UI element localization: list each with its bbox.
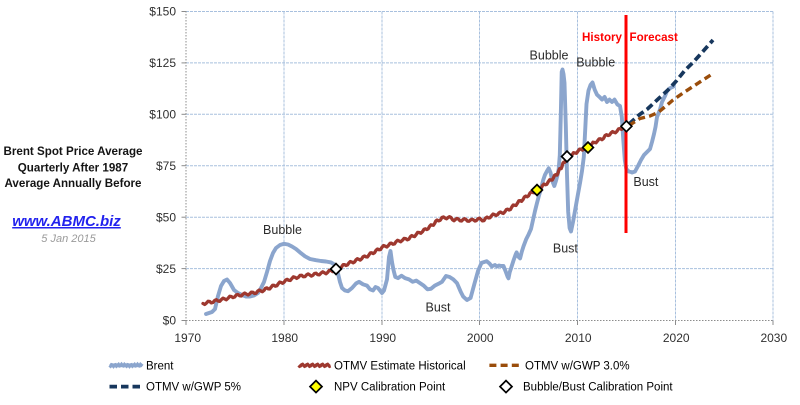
svg-text:OTMV Estimate Historical: OTMV Estimate Historical [334,360,466,372]
svg-text:2010: 2010 [565,331,592,345]
svg-text:Bust: Bust [553,242,579,256]
svg-text:OTMV w/GWP 5%: OTMV w/GWP 5% [146,382,241,394]
svg-text:$75: $75 [156,159,176,173]
svg-text:Brent: Brent [146,360,174,372]
svg-text:1970: 1970 [174,331,201,345]
svg-text:2000: 2000 [467,331,494,345]
svg-text:2030: 2030 [760,331,787,345]
svg-text:Quarterly After 1987: Quarterly After 1987 [18,162,128,175]
svg-text:Bust: Bust [633,175,659,189]
svg-text:OTMV w/GWP 3.0%: OTMV w/GWP 3.0% [525,360,630,372]
svg-text:1980: 1980 [271,331,298,345]
svg-text:Bust: Bust [425,301,451,315]
svg-text:$100: $100 [149,108,176,122]
svg-text:Bubble: Bubble [263,223,302,237]
svg-text:$150: $150 [149,5,176,19]
svg-text:NPV Calibration Point: NPV Calibration Point [334,382,446,394]
svg-text:$25: $25 [156,262,176,276]
svg-text:Bubble/Bust Calibration Point: Bubble/Bust Calibration Point [523,382,673,394]
svg-text:$0: $0 [163,314,177,328]
svg-text:2020: 2020 [663,331,690,345]
svg-text:Forecast: Forecast [630,31,678,44]
svg-text:www.ABMC.biz: www.ABMC.biz [12,213,121,230]
svg-text:Bubble: Bubble [530,49,569,63]
svg-text:5 Jan 2015: 5 Jan 2015 [41,233,96,245]
svg-text:$50: $50 [156,210,176,224]
svg-text:Brent Spot Price Average: Brent Spot Price Average [4,145,144,158]
svg-text:$125: $125 [149,56,176,70]
svg-text:Average Annually Before: Average Annually Before [4,177,142,190]
svg-text:1990: 1990 [369,331,396,345]
svg-text:History: History [582,31,622,44]
svg-text:Bubble: Bubble [576,56,615,70]
